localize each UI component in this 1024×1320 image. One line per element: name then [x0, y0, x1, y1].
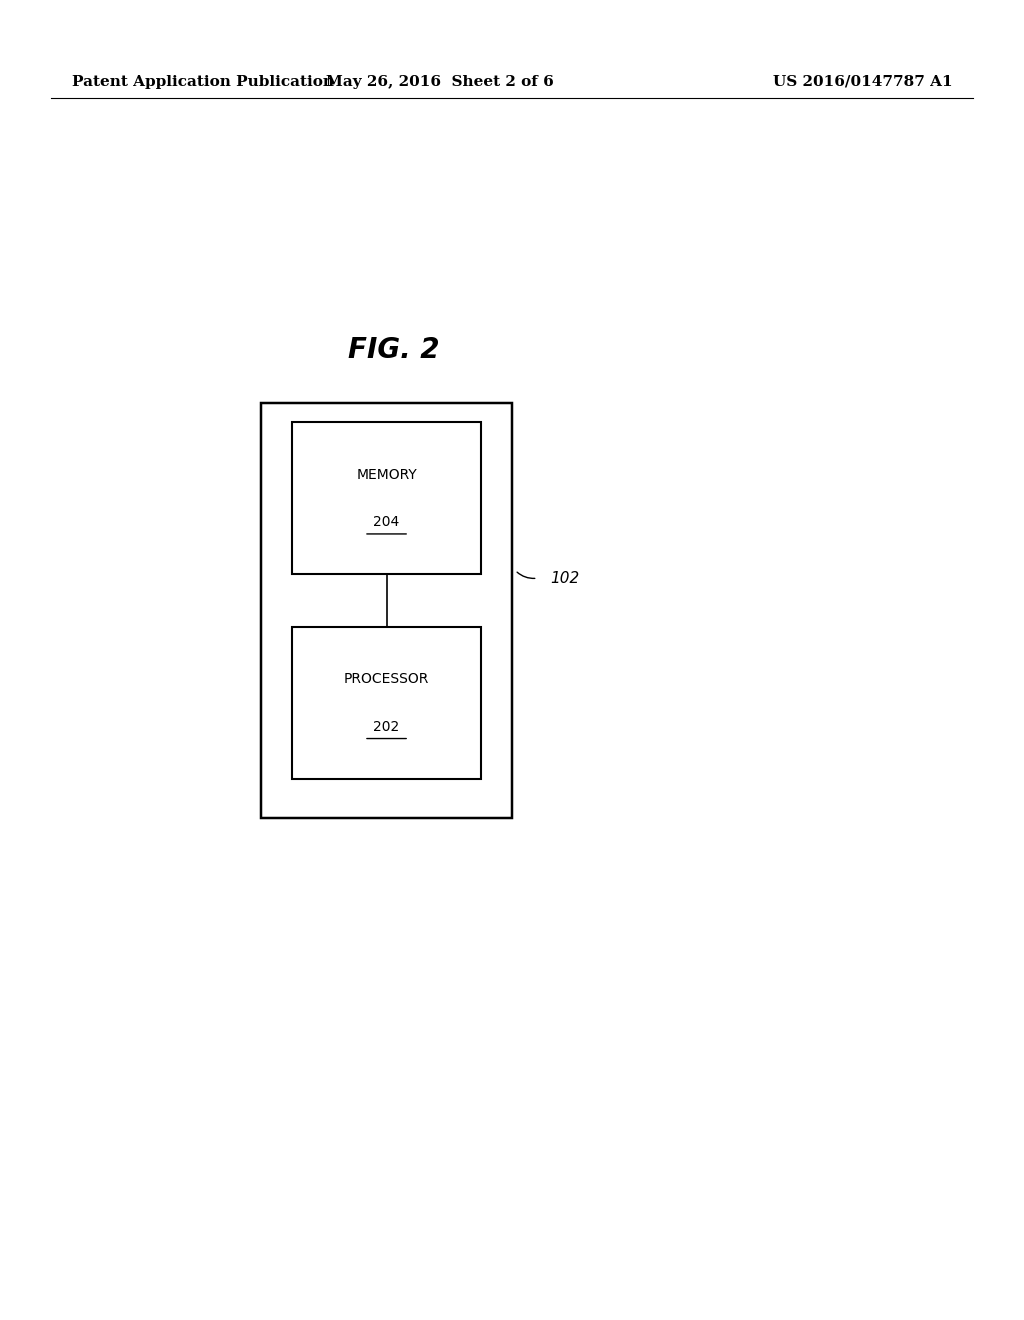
Text: Patent Application Publication: Patent Application Publication	[72, 75, 334, 88]
FancyBboxPatch shape	[261, 403, 512, 818]
FancyBboxPatch shape	[292, 422, 481, 574]
Text: 102: 102	[550, 570, 580, 586]
Text: 202: 202	[374, 719, 399, 734]
Text: MEMORY: MEMORY	[356, 467, 417, 482]
FancyBboxPatch shape	[292, 627, 481, 779]
Text: 204: 204	[374, 515, 399, 529]
Text: US 2016/0147787 A1: US 2016/0147787 A1	[773, 75, 952, 88]
Text: FIG. 2: FIG. 2	[348, 335, 440, 364]
Text: PROCESSOR: PROCESSOR	[344, 672, 429, 686]
Text: May 26, 2016  Sheet 2 of 6: May 26, 2016 Sheet 2 of 6	[327, 75, 554, 88]
